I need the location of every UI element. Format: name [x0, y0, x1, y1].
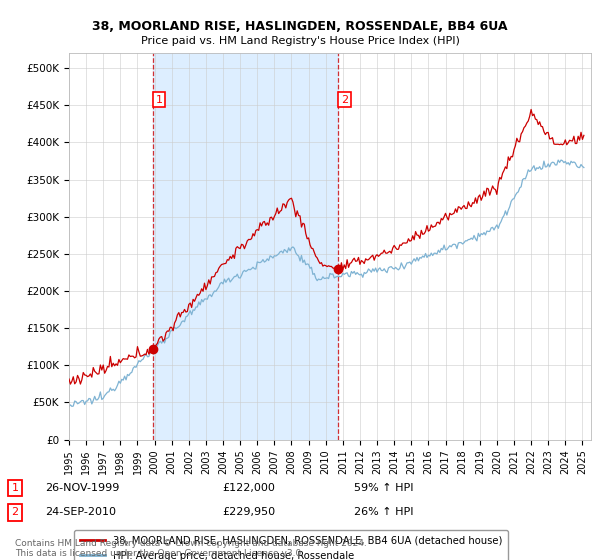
- Text: 1: 1: [11, 483, 19, 493]
- Text: 2: 2: [341, 95, 348, 105]
- Bar: [153, 53, 338, 440]
- Text: £122,000: £122,000: [222, 483, 275, 493]
- Text: 38, MOORLAND RISE, HASLINGDEN, ROSSENDALE, BB4 6UA: 38, MOORLAND RISE, HASLINGDEN, ROSSENDAL…: [92, 20, 508, 32]
- Text: 59% ↑ HPI: 59% ↑ HPI: [354, 483, 413, 493]
- Text: 24-SEP-2010: 24-SEP-2010: [45, 507, 116, 517]
- Text: Contains HM Land Registry data © Crown copyright and database right 2024.
This d: Contains HM Land Registry data © Crown c…: [15, 539, 367, 558]
- Text: £229,950: £229,950: [222, 507, 275, 517]
- Text: 26% ↑ HPI: 26% ↑ HPI: [354, 507, 413, 517]
- Text: 2: 2: [11, 507, 19, 517]
- Text: 1: 1: [155, 95, 163, 105]
- Text: Price paid vs. HM Land Registry's House Price Index (HPI): Price paid vs. HM Land Registry's House …: [140, 36, 460, 46]
- Text: 26-NOV-1999: 26-NOV-1999: [45, 483, 119, 493]
- Legend: 38, MOORLAND RISE, HASLINGDEN, ROSSENDALE, BB4 6UA (detached house), HPI: Averag: 38, MOORLAND RISE, HASLINGDEN, ROSSENDAL…: [74, 530, 508, 560]
